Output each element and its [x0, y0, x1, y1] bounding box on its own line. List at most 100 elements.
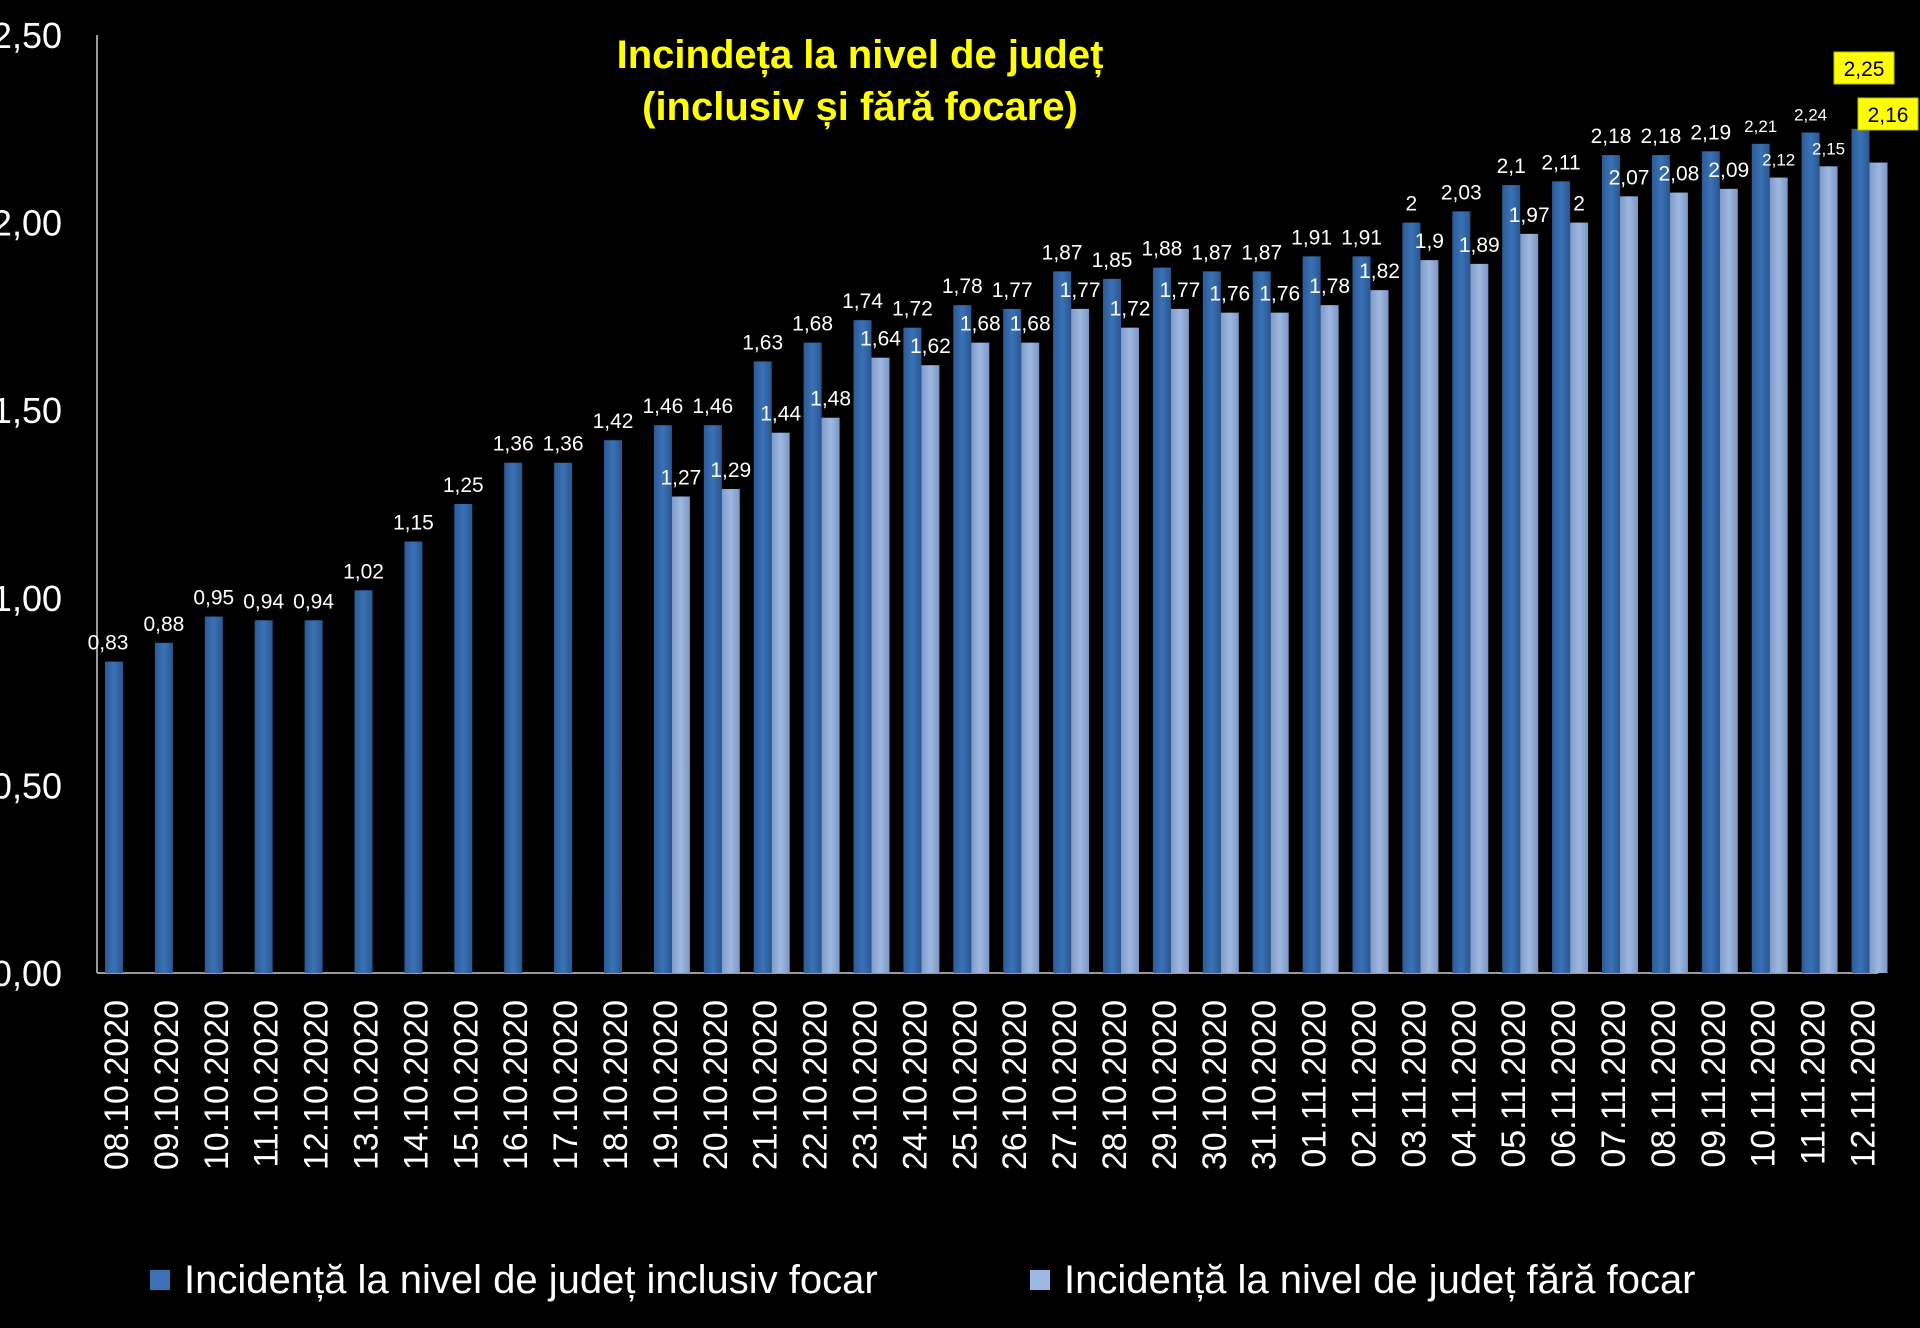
bar-inclusiv-focar	[554, 462, 573, 973]
y-tick-label: 1,00	[0, 578, 62, 619]
data-label-fara-focar: 1,9	[1415, 230, 1444, 253]
data-label-inclusiv-focar: 1,87	[1042, 241, 1083, 264]
bar-inclusiv-focar	[1152, 267, 1171, 973]
bar-fara-focar	[1719, 188, 1738, 973]
bar-inclusiv-focar	[1402, 222, 1421, 974]
bar-inclusiv-focar	[1751, 143, 1770, 974]
bar-inclusiv-focar	[404, 541, 423, 973]
data-label-fara-focar: 1,48	[810, 388, 851, 411]
x-tick-label: 14.10.2020	[397, 1000, 435, 1170]
bar-fara-focar	[821, 417, 840, 974]
data-label-fara-focar: 1,68	[960, 313, 1001, 336]
bar-fara-focar	[1470, 263, 1489, 973]
bar-inclusiv-focar	[1552, 181, 1571, 973]
x-tick-label: 21.10.2020	[747, 1000, 785, 1170]
data-label-highlight-box	[1833, 51, 1895, 85]
y-tick-label: 1,50	[0, 390, 62, 431]
data-label-fara-focar: 2,16	[1868, 104, 1909, 127]
x-tick-label: 23.10.2020	[847, 1000, 885, 1170]
data-label-fara-focar: 1,82	[1359, 260, 1400, 283]
bar-fara-focar	[1320, 305, 1339, 973]
data-label-inclusiv-focar: 1,15	[393, 512, 434, 535]
bar-inclusiv-focar	[504, 462, 523, 973]
legend-swatch-fara-focar	[1030, 1270, 1050, 1290]
x-tick-label: 12.10.2020	[298, 1000, 336, 1170]
data-label-inclusiv-focar: 1,36	[543, 433, 584, 456]
data-label-inclusiv-focar: 0,83	[88, 632, 129, 655]
bar-fara-focar	[1620, 196, 1638, 973]
bar-fara-focar	[1769, 177, 1788, 974]
data-label-fara-focar: 1,77	[1159, 279, 1200, 302]
y-tick-label: 2,50	[0, 15, 62, 56]
data-label-fara-focar: 2,15	[1812, 139, 1845, 158]
x-tick-label: 26.10.2020	[996, 1000, 1034, 1170]
x-tick-label: 03.11.2020	[1395, 1000, 1433, 1168]
data-label-fara-focar: 1,68	[1010, 313, 1051, 336]
y-tick-label: 2,00	[0, 203, 62, 244]
bar-fara-focar	[1819, 166, 1838, 973]
data-label-fara-focar: 1,72	[1110, 298, 1151, 321]
x-tick-label: 07.11.2020	[1595, 1000, 1633, 1168]
data-label-inclusiv-focar: 1,85	[1092, 249, 1133, 272]
bar-fara-focar	[771, 432, 790, 973]
x-tick-label: 31.10.2020	[1246, 1000, 1284, 1170]
data-label-fara-focar: 1,62	[910, 335, 951, 358]
data-label-inclusiv-focar: 1,87	[1241, 241, 1282, 264]
x-tick-label: 01.11.2020	[1296, 1000, 1334, 1168]
bar-inclusiv-focar	[1252, 271, 1271, 974]
data-label-fara-focar: 2,12	[1762, 151, 1795, 170]
bar-inclusiv-focar	[204, 616, 223, 973]
x-tick-label: 19.10.2020	[647, 1000, 685, 1170]
data-label-inclusiv-focar: 1,68	[792, 313, 833, 336]
x-tick-label: 12.11.2020	[1845, 1000, 1883, 1168]
data-label-fara-focar: 2,07	[1609, 166, 1650, 189]
data-label-inclusiv-focar: 0,95	[193, 587, 234, 610]
data-label-inclusiv-focar: 1,63	[742, 331, 783, 354]
data-label-inclusiv-focar: 2,1	[1497, 155, 1526, 178]
bar-fara-focar	[1869, 162, 1888, 973]
bar-inclusiv-focar	[653, 425, 672, 973]
legend-label-inclusiv-focar: Incidență la nivel de județ inclusiv foc…	[184, 1257, 878, 1302]
x-tick-label: 18.10.2020	[597, 1000, 635, 1170]
data-label-highlight-box	[1857, 97, 1919, 131]
data-label-inclusiv-focar: 2,24	[1794, 106, 1827, 125]
bar-inclusiv-focar	[1851, 128, 1870, 974]
bar-fara-focar	[1220, 312, 1239, 973]
x-tick-label: 08.11.2020	[1645, 1000, 1683, 1168]
bar-inclusiv-focar	[1003, 308, 1022, 973]
bar-inclusiv-focar	[604, 440, 622, 973]
y-tick-label: 0,50	[0, 765, 62, 806]
x-tick-label: 02.11.2020	[1346, 1000, 1384, 1168]
data-label-inclusiv-focar: 1,72	[892, 298, 933, 321]
bar-fara-focar	[1170, 308, 1189, 973]
x-tick-label: 24.10.2020	[896, 1000, 934, 1170]
x-tick-label: 09.11.2020	[1695, 1000, 1733, 1168]
data-label-fara-focar: 1,78	[1309, 275, 1350, 298]
bar-fara-focar	[1370, 290, 1389, 973]
x-tick-label: 08.10.2020	[98, 1000, 136, 1170]
data-label-inclusiv-focar: 0,88	[143, 613, 184, 636]
x-tick-label: 04.11.2020	[1445, 1000, 1483, 1168]
x-tick-label: 25.10.2020	[946, 1000, 984, 1170]
data-label-fara-focar: 1,97	[1509, 204, 1550, 227]
data-label-fara-focar: 1,27	[660, 466, 701, 489]
bar-inclusiv-focar	[1352, 256, 1371, 973]
data-label-inclusiv-focar: 2,21	[1744, 117, 1777, 136]
legend-swatch-inclusiv-focar	[150, 1270, 170, 1290]
chart-title: Incindeța la nivel de județ	[616, 33, 1104, 77]
bar-fara-focar	[1520, 233, 1539, 973]
data-label-inclusiv-focar: 1,36	[493, 433, 534, 456]
x-tick-label: 06.11.2020	[1545, 1000, 1583, 1168]
data-label-inclusiv-focar: 1,42	[593, 410, 634, 433]
data-label-inclusiv-focar: 2,19	[1690, 121, 1731, 144]
data-label-fara-focar: 2	[1573, 193, 1585, 216]
data-label-inclusiv-focar: 2,18	[1640, 125, 1681, 148]
data-label-inclusiv-focar: 2,18	[1591, 125, 1632, 148]
bar-inclusiv-focar	[354, 590, 373, 973]
x-tick-label: 11.10.2020	[248, 1000, 286, 1168]
data-label-fara-focar: 1,89	[1459, 234, 1500, 257]
data-label-fara-focar: 1,77	[1060, 279, 1101, 302]
data-label-inclusiv-focar: 1,91	[1291, 226, 1332, 249]
x-tick-label: 16.10.2020	[497, 1000, 535, 1170]
